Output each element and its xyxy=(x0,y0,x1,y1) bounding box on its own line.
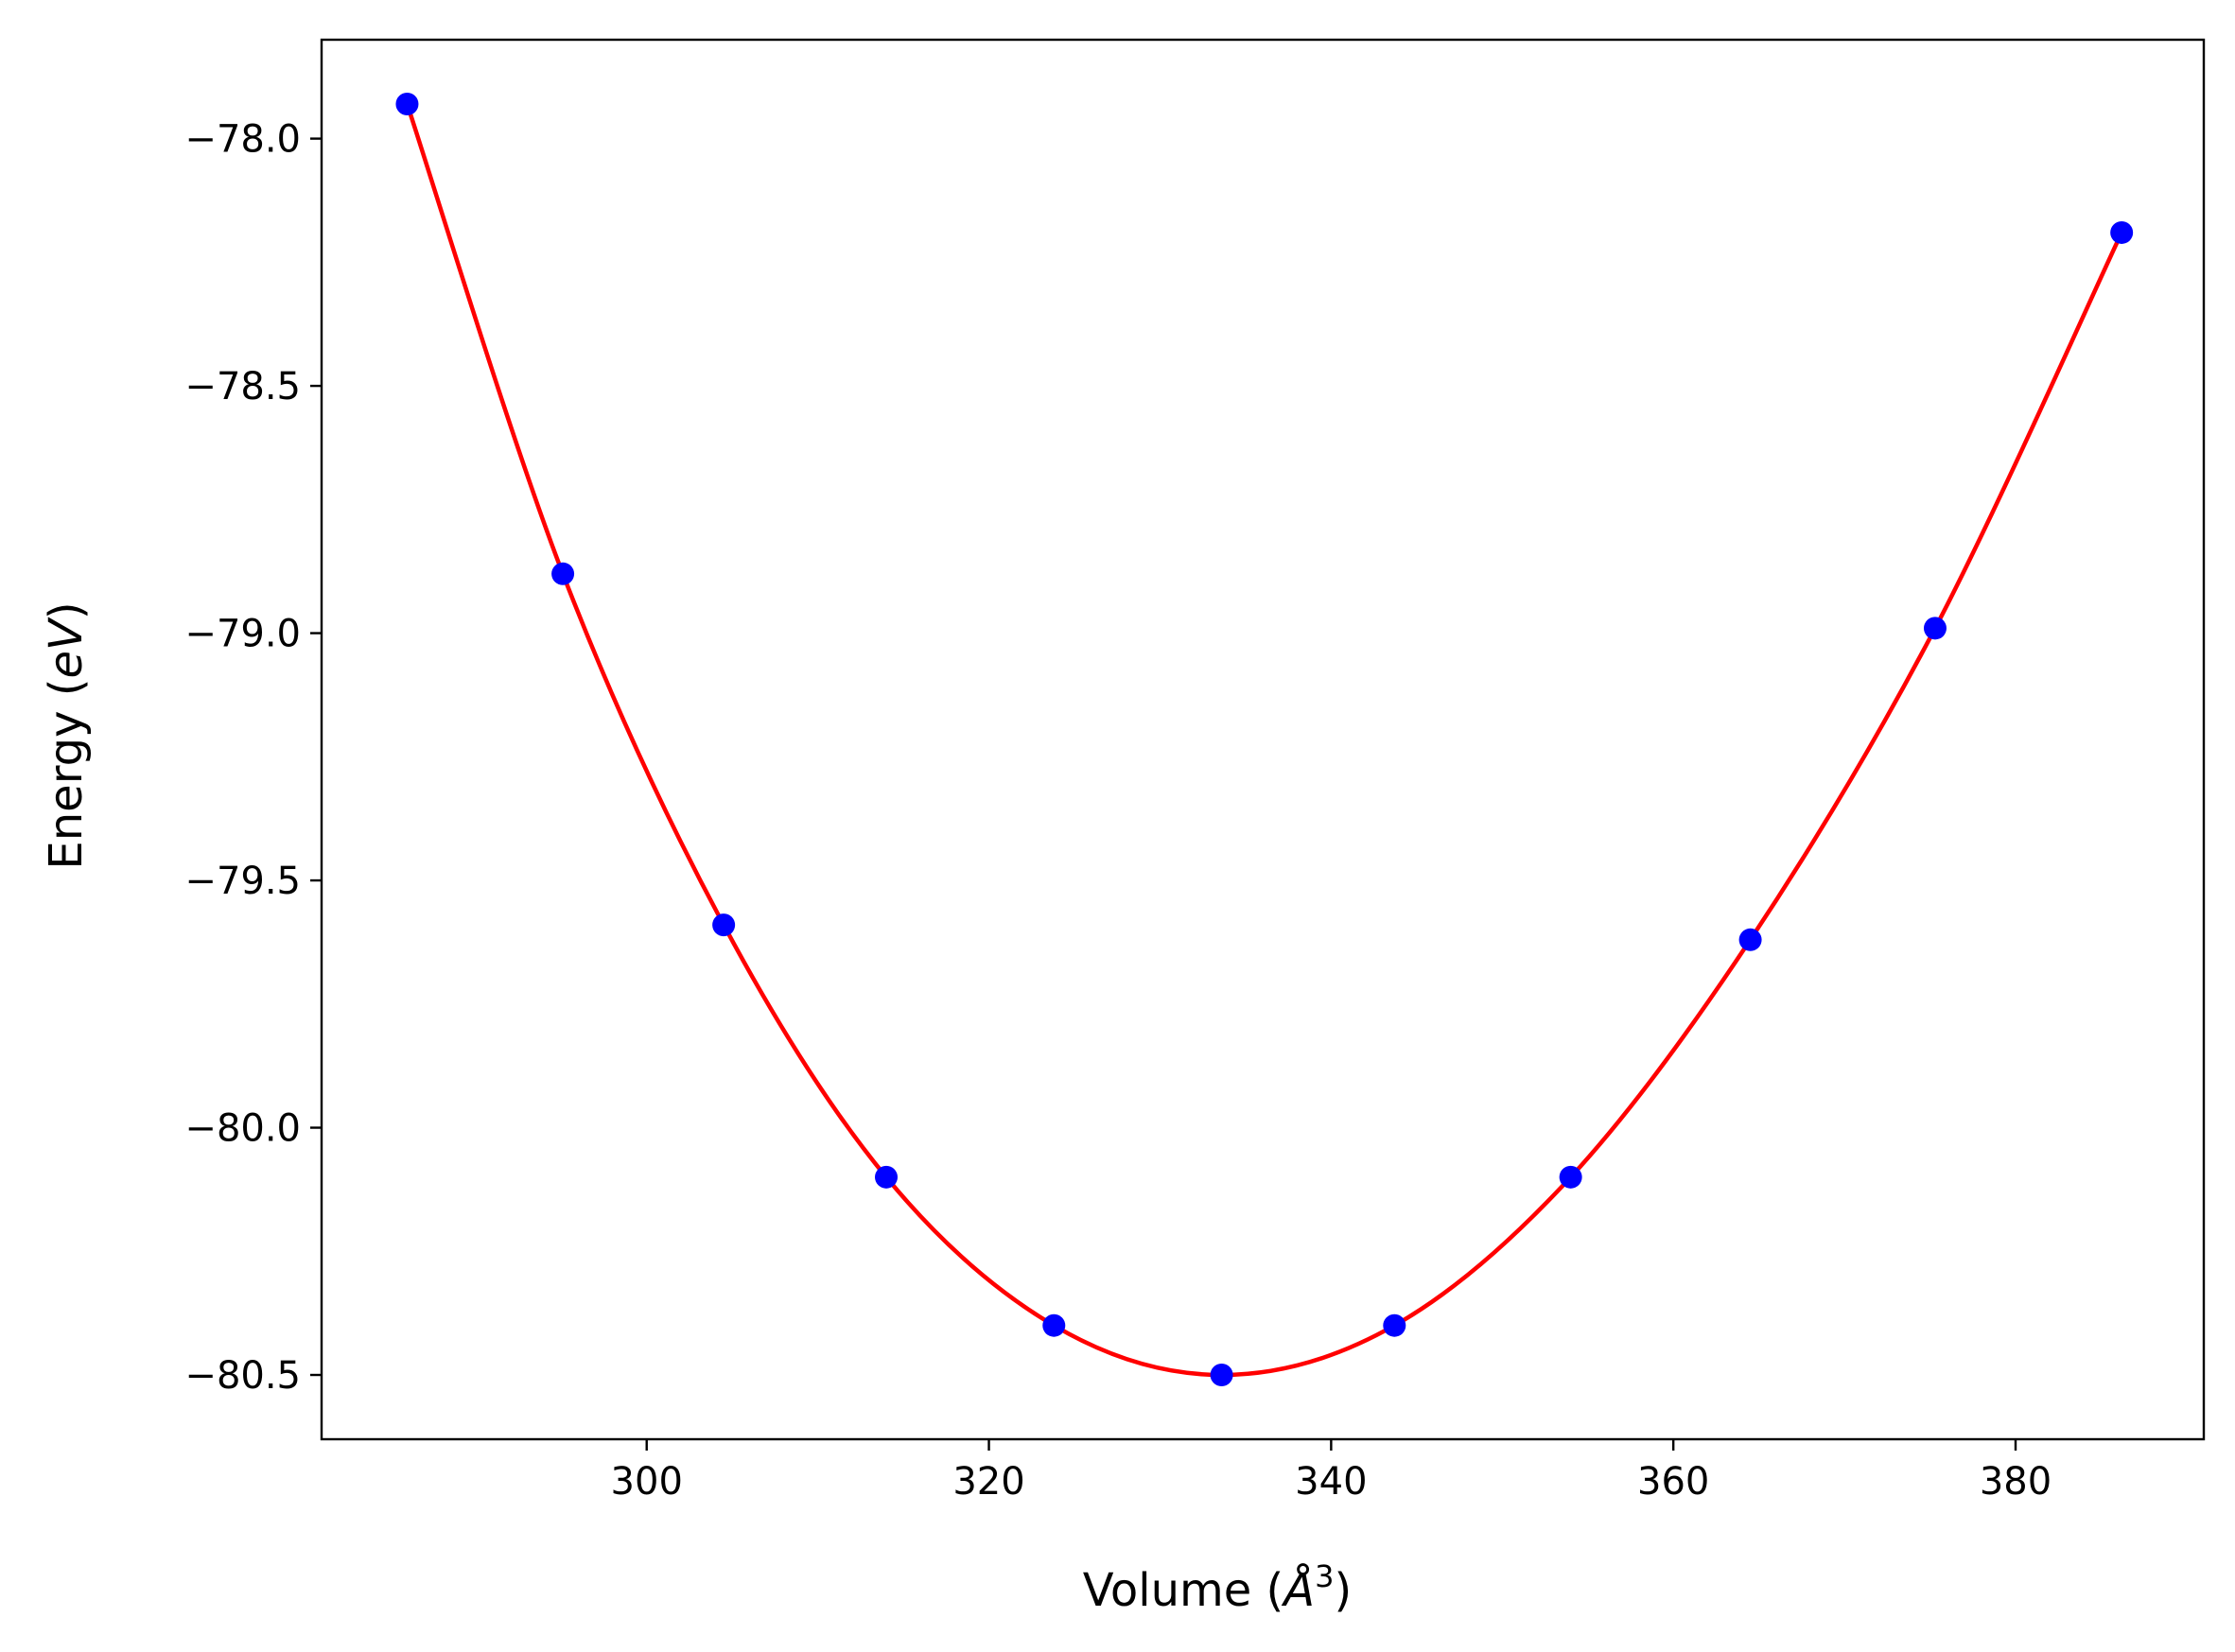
y-axis-label-italic: eV xyxy=(40,617,93,679)
x-axis-label-main: Volume ( xyxy=(1083,1564,1284,1617)
x-tick-label: 380 xyxy=(1980,1460,2052,1504)
data-point xyxy=(712,913,736,937)
x-axis-label: Volume (Å3) xyxy=(1083,1558,1352,1617)
y-axis-label-close: ) xyxy=(40,601,93,619)
y-axis-ticks: −78.0 −78.5 −79.0 −79.5 −80.0 −80.5 xyxy=(184,118,322,1398)
y-axis-label: Energy (eV) xyxy=(40,601,93,869)
y-tick-label: −79.5 xyxy=(184,860,301,903)
data-point xyxy=(875,1165,898,1189)
data-point xyxy=(1383,1313,1406,1337)
data-point xyxy=(1923,617,1947,640)
plot-area xyxy=(320,38,2206,1441)
x-tick-label: 360 xyxy=(1637,1460,1709,1504)
data-point xyxy=(1738,928,1762,951)
y-tick-label: −78.0 xyxy=(184,118,301,162)
y-tick-label: −80.0 xyxy=(184,1107,301,1151)
data-point xyxy=(1042,1313,1066,1337)
data-point xyxy=(2110,220,2134,244)
x-axis-ticks: 300 320 340 360 380 xyxy=(611,1439,2052,1504)
x-tick-label: 320 xyxy=(952,1460,1024,1504)
data-point xyxy=(1210,1364,1233,1387)
x-axis-label-close: ) xyxy=(1334,1564,1352,1617)
y-axis-label-main: Energy ( xyxy=(40,679,93,870)
y-tick-label: −78.5 xyxy=(184,365,301,409)
data-point xyxy=(1559,1165,1582,1189)
x-axis-label-symbol: Å xyxy=(1281,1563,1315,1617)
y-tick-label: −79.0 xyxy=(184,613,301,656)
x-axis-label-power: 3 xyxy=(1315,1558,1334,1594)
axes-frame xyxy=(320,38,2206,1441)
y-tick-label: −80.5 xyxy=(184,1354,301,1398)
x-tick-label: 300 xyxy=(611,1460,683,1504)
data-point xyxy=(395,92,419,115)
x-tick-label: 340 xyxy=(1295,1460,1367,1504)
data-point xyxy=(551,562,575,585)
